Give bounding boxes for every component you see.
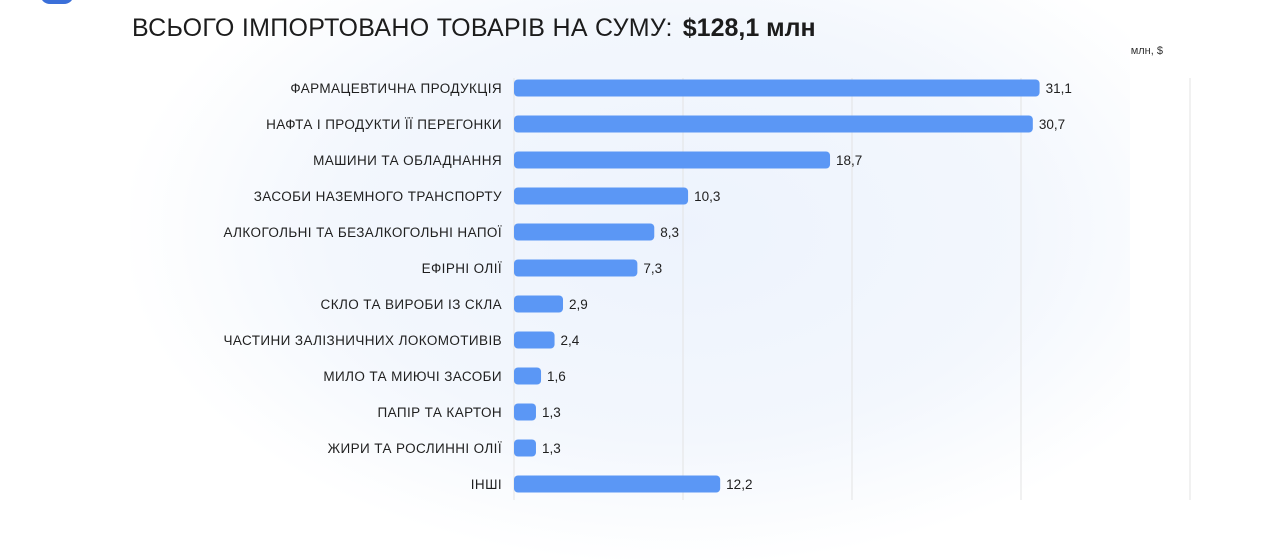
page-title: ВСЬОГО ІМПОРТОВАНО ТОВАРІВ НА СУМУ: $128… [132,14,816,48]
data-label: 30,7 [1039,117,1065,132]
bar [514,295,564,313]
data-label: 1,6 [547,369,566,384]
data-label: 2,9 [569,297,588,312]
data-label: 8,3 [660,225,679,240]
category-label: МИЛО ТА МИЮЧІ ЗАСОБИ [323,369,502,384]
data-label: 12,2 [726,477,752,492]
category-label: ЖИРИ ТА РОСЛИННІ ОЛІЇ [328,441,502,456]
bar [514,259,638,277]
category-label: ЗАСОБИ НАЗЕМНОГО ТРАНСПОРТУ [254,189,502,204]
bar [514,79,1040,97]
bar [514,115,1033,133]
bar-chart: ФАРМАЦЕВТИЧНА ПРОДУКЦІЯ 31,1 НАФТА І ПРОДУ… [223,78,1191,500]
logo-icon [40,0,74,4]
bar [514,439,536,457]
category-label: ПАПІР ТА КАРТОН [378,405,502,420]
data-label: 10,3 [694,189,720,204]
bar [514,187,689,205]
data-label: 2,4 [561,333,580,348]
bar [514,403,536,421]
bar [514,475,721,493]
title-total: $128,1 млн [682,14,816,42]
category-label: ФАРМАЦЕВТИЧНА ПРОДУКЦІЯ [290,81,502,96]
data-label: 18,7 [836,153,862,168]
bar [514,367,542,385]
category-label: МАШИНИ ТА ОБЛАДНАННЯ [313,153,502,168]
data-label: 31,1 [1046,81,1072,96]
category-label: ЧАСТИНИ ЗАЛІЗНИЧНИХ ЛОКОМОТИВІВ [224,333,502,348]
category-label: НАФТА І ПРОДУКТИ ЇЇ ПЕРЕГОНКИ [266,117,502,132]
data-label: 7,3 [643,261,662,276]
bar [514,331,555,349]
bar [514,223,655,241]
bar [514,151,831,169]
unit-label: млн, $ [1130,45,1163,57]
data-label: 1,3 [542,441,561,456]
category-label: ІНШІ [471,477,502,492]
category-label: АЛКОГОЛЬНІ ТА БЕЗАЛКОГОЛЬНІ НАПОЇ [223,225,502,240]
category-label: СКЛО ТА ВИРОБИ ІЗ СКЛА [321,297,502,312]
category-label: ЕФІРНІ ОЛІЇ [422,261,502,276]
data-label: 1,3 [542,405,561,420]
title-text: ВСЬОГО ІМПОРТОВАНО ТОВАРІВ НА СУМУ: [132,14,673,42]
